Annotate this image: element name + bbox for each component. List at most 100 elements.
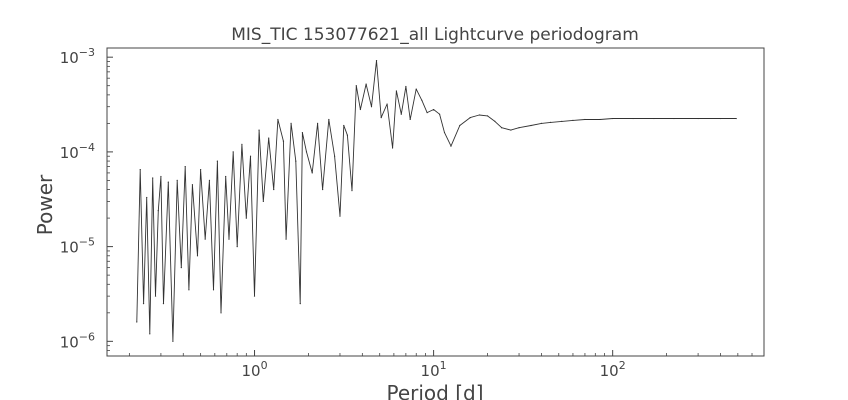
data-point (450, 145, 452, 147)
data-point (241, 143, 243, 145)
data-point (245, 217, 247, 219)
data-point (415, 88, 417, 90)
data-point (359, 108, 361, 111)
data-point (149, 333, 151, 335)
data-point (334, 155, 336, 157)
y-tick-label: 10−3 (60, 46, 95, 67)
axes-frame (106, 47, 765, 357)
data-point (328, 118, 330, 121)
data-point (632, 117, 634, 120)
data-point (653, 117, 655, 120)
data-point (540, 122, 543, 124)
series-layer (136, 60, 737, 342)
data-point (375, 60, 378, 62)
data-point (154, 295, 157, 297)
data-point (612, 117, 614, 120)
data-point (322, 188, 324, 191)
data-point (204, 238, 206, 240)
data-point (200, 169, 202, 171)
data-point (433, 108, 435, 111)
data-point (365, 83, 367, 85)
data-point (282, 140, 285, 142)
data-point (530, 124, 532, 127)
data-point (391, 147, 394, 149)
data-point (157, 209, 159, 212)
data-point (380, 117, 382, 119)
data-point (142, 303, 145, 305)
data-point (719, 117, 722, 120)
data-point (228, 238, 230, 240)
data-point (494, 120, 496, 122)
data-point (486, 115, 489, 117)
data-point (196, 255, 199, 257)
data-point (311, 172, 313, 174)
data-point (549, 121, 552, 123)
data-point (172, 340, 174, 342)
data-point (253, 295, 256, 297)
data-point (162, 303, 165, 305)
y-tick-label: 10−6 (60, 330, 95, 351)
data-point (295, 160, 297, 162)
data-point (735, 117, 737, 120)
data-point (421, 99, 423, 101)
data-point (426, 111, 428, 114)
data-point (167, 181, 169, 183)
data-point (290, 122, 292, 124)
data-point (160, 175, 162, 178)
data-point (268, 137, 270, 139)
data-point (346, 134, 348, 136)
x-tick-label: 100 (241, 359, 267, 380)
data-point (216, 160, 218, 162)
y-tick-label: 10−4 (60, 141, 95, 162)
data-point (262, 200, 264, 203)
data-point (572, 119, 574, 122)
data-point (561, 120, 563, 122)
data-point (184, 165, 186, 168)
data-point (697, 117, 699, 120)
data-point (386, 103, 388, 105)
data-point (443, 131, 446, 134)
data-point (299, 303, 301, 305)
data-point (459, 124, 461, 127)
data-point (510, 129, 512, 131)
x-tick-label: 102 (600, 359, 626, 380)
data-point (180, 267, 182, 269)
data-point (501, 127, 503, 129)
tick-layer: 100 101 102 10−6 10−5 10−4 10−3 (60, 46, 753, 380)
data-point (176, 179, 178, 182)
data-point (220, 312, 222, 314)
data-point (673, 117, 675, 120)
data-point (405, 85, 407, 88)
data-point (152, 177, 154, 179)
data-point (139, 169, 141, 171)
data-point (191, 184, 194, 186)
y-tick-label: 10−5 (60, 236, 95, 257)
data-point (301, 131, 303, 134)
data-point (249, 155, 252, 157)
data-point (277, 118, 279, 121)
data-point (518, 127, 520, 129)
data-point (258, 129, 260, 131)
y-axis-label: Power (33, 174, 57, 235)
data-point (305, 151, 308, 153)
data-point (339, 215, 341, 217)
data-point (355, 85, 357, 87)
data-point (370, 106, 373, 108)
x-axis-label: Period [d] (386, 381, 483, 400)
data-point (438, 113, 441, 115)
data-point (343, 124, 345, 127)
series-line-0 (136, 60, 737, 342)
data-point (236, 246, 238, 248)
data-point (584, 118, 586, 121)
x-tick-label: 101 (421, 359, 447, 380)
data-point (316, 122, 319, 124)
data-point (188, 289, 190, 291)
data-point (469, 117, 471, 119)
data-point (599, 118, 601, 121)
data-point (136, 321, 138, 323)
data-point (232, 151, 234, 153)
data-point (409, 118, 411, 121)
data-point (351, 190, 353, 192)
data-point (208, 179, 211, 182)
